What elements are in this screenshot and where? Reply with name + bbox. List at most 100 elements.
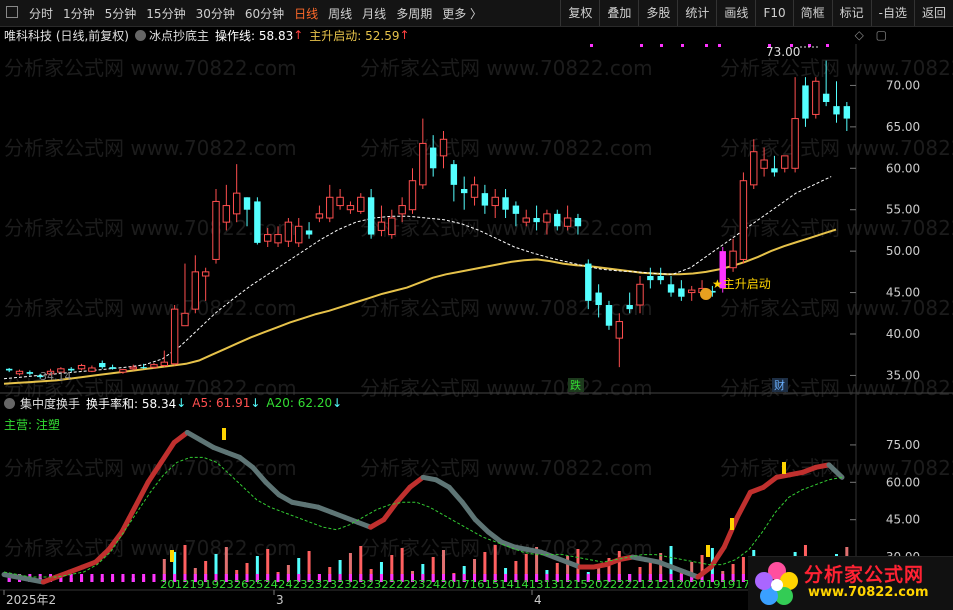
- period-tab-3[interactable]: 15分钟: [146, 6, 186, 21]
- candle-body: [68, 368, 75, 371]
- turnover-bar: [224, 547, 228, 582]
- turnover-base: [131, 574, 135, 582]
- price-label: 45.00: [886, 286, 920, 300]
- turnover-bar: [266, 549, 270, 582]
- turnover-base: [193, 574, 197, 582]
- candle-body: [626, 305, 633, 310]
- turnover-base: [317, 574, 321, 582]
- candle-body: [491, 196, 499, 207]
- yellow-marker: [170, 550, 174, 562]
- signal-dot: [768, 44, 771, 47]
- candle-body: [657, 276, 664, 281]
- turnover-sum-segment: [158, 439, 177, 465]
- watermark-text: 分析家公式网 www.70822.com: [4, 136, 297, 160]
- turnover-bar: [483, 552, 487, 582]
- yellow-marker: [222, 428, 226, 440]
- watermark-text: 分析家公式网 www.70822.com: [360, 376, 653, 400]
- coin-icon: [700, 288, 712, 300]
- candle-body: [822, 93, 830, 102]
- toolbar-button-0[interactable]: 复权: [560, 0, 599, 26]
- diamond-icon[interactable]: ◇: [854, 28, 864, 42]
- candle-body: [119, 369, 127, 373]
- turnover-base: [307, 574, 311, 582]
- candle-body: [367, 197, 375, 235]
- candle-body: [563, 217, 572, 227]
- turnover-bar: [348, 553, 352, 582]
- ind-axis-label: 75.00: [886, 438, 920, 452]
- toolbar-button-3[interactable]: 统计: [677, 0, 716, 26]
- turnover-base: [214, 574, 218, 582]
- toolbar-button-8[interactable]: -自选: [870, 0, 914, 26]
- watermark-text: 分析家公式网 www.70822.com: [360, 136, 653, 160]
- indicator-toggle-icon[interactable]: [135, 29, 146, 41]
- toolbar-button-7[interactable]: 标记: [831, 0, 871, 26]
- turnover-sum-segment: [132, 479, 151, 510]
- period-tab-2[interactable]: 5分钟: [104, 6, 137, 21]
- candle-body: [377, 221, 386, 231]
- price-label: 60.00: [886, 161, 920, 175]
- turnover-sum-segment: [93, 547, 112, 565]
- period-tab-10[interactable]: 更多 〉: [442, 6, 483, 21]
- candle-body: [88, 367, 96, 372]
- period-tab-1[interactable]: 1分钟: [63, 6, 95, 21]
- toolbar-button-1[interactable]: 叠加: [599, 0, 638, 26]
- turnover-sum-segment: [472, 517, 491, 535]
- period-tab-8[interactable]: 月线: [362, 6, 387, 21]
- turnover-sum-segment: [485, 529, 505, 545]
- indicator-name[interactable]: 冰点抄底主: [149, 28, 210, 43]
- turnover-bar: [493, 545, 497, 582]
- turnover-sum-segment: [459, 499, 478, 523]
- turnover-base: [235, 574, 239, 582]
- toolbar-button-6[interactable]: 简框: [792, 0, 832, 26]
- ma-white-line: [3, 176, 832, 380]
- candle-body: [812, 80, 820, 115]
- toolbar-button-2[interactable]: 多股: [638, 0, 677, 26]
- candle-body: [109, 367, 116, 369]
- turnover-base: [690, 574, 694, 582]
- period-tab-7[interactable]: 周线: [328, 6, 353, 21]
- watermark-text: 分析家公式网 www.70822.com: [360, 456, 653, 480]
- candle-body: [201, 271, 210, 277]
- toolbar-button-5[interactable]: F10: [755, 0, 792, 26]
- square-icon[interactable]: [6, 6, 18, 18]
- indicator-title[interactable]: 集中度换手: [20, 396, 81, 411]
- turnover-base: [659, 574, 663, 582]
- turnover-base: [59, 574, 63, 582]
- turnover-base: [566, 574, 570, 582]
- candle-body: [222, 205, 231, 223]
- period-tab-5[interactable]: 60分钟: [244, 6, 285, 21]
- frame-icon[interactable]: ▢: [875, 28, 887, 42]
- toolbar-button-4[interactable]: 画线: [716, 0, 755, 26]
- fall-badge: [568, 378, 584, 392]
- candle-body: [336, 196, 344, 207]
- watermark-text: 分析家公式网 www.70822.com: [720, 376, 953, 400]
- logo-text: 分析家公式网: [804, 564, 925, 586]
- turnover-sum-segment: [721, 514, 740, 550]
- turnover-sum-segment: [826, 462, 845, 480]
- period-tab-0[interactable]: 分时: [29, 6, 54, 21]
- turnover-sum-segment: [760, 474, 780, 490]
- turnover-sum-segment: [368, 517, 387, 530]
- indicator-toggle-icon[interactable]: [4, 397, 15, 409]
- candle-body: [750, 151, 758, 186]
- turnover-bar: [669, 546, 673, 582]
- period-tab-4[interactable]: 30分钟: [195, 6, 235, 21]
- turnover-base: [80, 574, 84, 582]
- watermark-text: 分析家公式网 www.70822.com: [4, 536, 297, 560]
- turnover-sum-segment: [250, 464, 269, 485]
- candle-body: [5, 368, 13, 371]
- watermark-text: 分析家公式网 www.70822.com: [360, 296, 653, 320]
- turnover-sum-segment: [734, 489, 753, 520]
- period-tab-9[interactable]: 多周期: [396, 6, 433, 21]
- turnover-bar: [648, 560, 652, 582]
- period-tab-6[interactable]: 日线: [294, 6, 319, 21]
- sum-arrow-icon: ↓: [176, 396, 187, 410]
- signal-dot: [681, 44, 684, 47]
- candle-body: [522, 217, 530, 223]
- turnover-base: [297, 574, 301, 582]
- candle-body: [191, 271, 200, 310]
- turnover-base: [607, 574, 611, 582]
- toolbar-button-9[interactable]: 返回: [913, 0, 953, 26]
- turnover-base: [483, 574, 487, 582]
